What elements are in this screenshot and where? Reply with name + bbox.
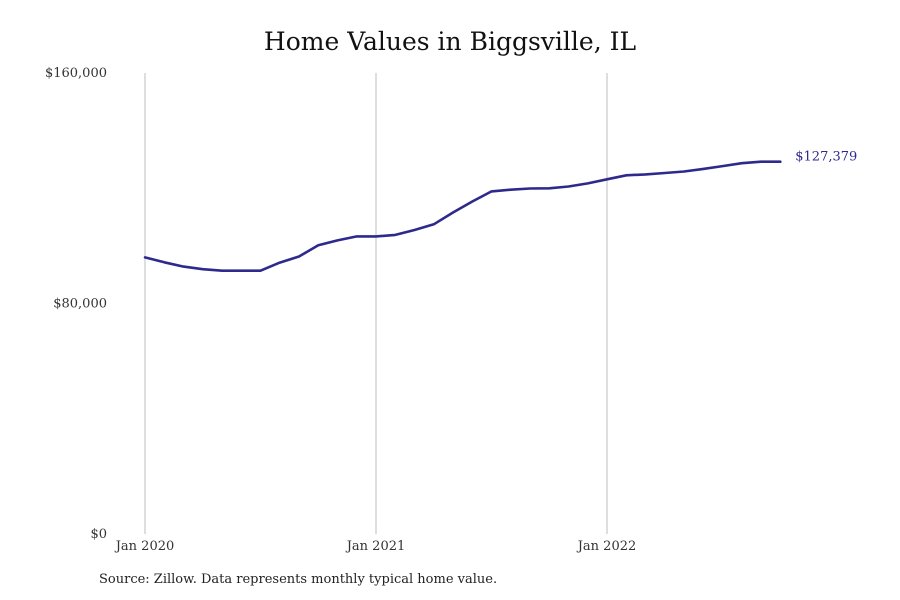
y-tick-label-2: $160,000 <box>45 66 107 81</box>
chart-title: Home Values in Biggsville, IL <box>263 27 637 56</box>
x-tick-label-0: Jan 2020 <box>114 539 175 554</box>
source-note: Source: Zillow. Data represents monthly … <box>99 572 498 587</box>
series-line-0 <box>143 160 782 273</box>
y-tick-label-1: $80,000 <box>53 297 107 312</box>
x-tick-label-2: Jan 2022 <box>576 539 637 554</box>
x-tick-label-1: Jan 2021 <box>345 539 406 554</box>
end-value-label: $127,379 <box>795 150 857 165</box>
y-tick-label-0: $0 <box>90 527 107 542</box>
